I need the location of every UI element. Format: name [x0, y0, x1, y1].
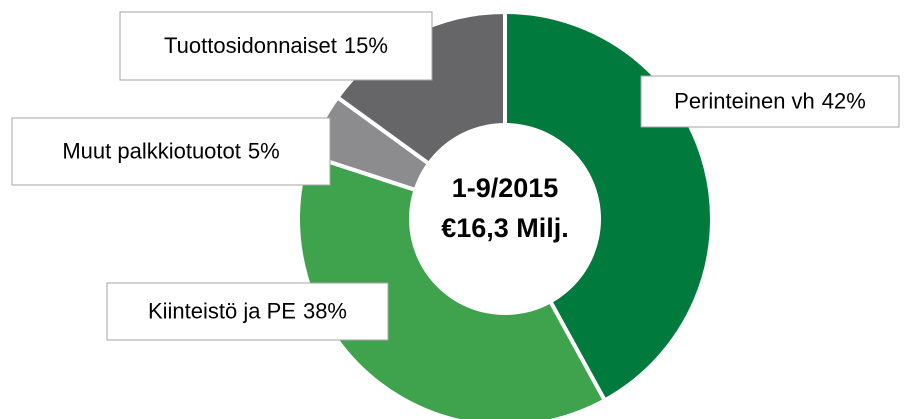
slice-label: Tuottosidonnaiset 15% [164, 33, 388, 58]
center-label: 1-9/2015 [452, 173, 559, 203]
slice-label: Perinteinen vh 42% [674, 88, 866, 113]
category-name: Kiinteistö ja PE [148, 298, 296, 323]
label-box [106, 282, 389, 341]
category-name: Tuottosidonnaiset [164, 33, 337, 58]
label-box [119, 11, 433, 81]
slice-label: Muut palkkiotuotot 5% [62, 138, 279, 163]
value-label: 38% [303, 298, 347, 323]
value-label: 15% [344, 33, 388, 58]
labels: Perinteinen vh 42% Kiinteistö ja PE 38% Muut… [11, 11, 900, 341]
value-label: 5% [248, 138, 280, 163]
label-box [11, 117, 331, 186]
donut-hole [409, 123, 601, 315]
value-label: 42% [822, 88, 866, 113]
category-name: Muut palkkiotuotot [62, 138, 241, 163]
center-label: €16,3 Milj. [441, 213, 569, 243]
slice-label: Kiinteistö ja PE 38% [148, 298, 347, 323]
label-box [640, 75, 900, 128]
category-name: Perinteinen vh [674, 88, 815, 113]
